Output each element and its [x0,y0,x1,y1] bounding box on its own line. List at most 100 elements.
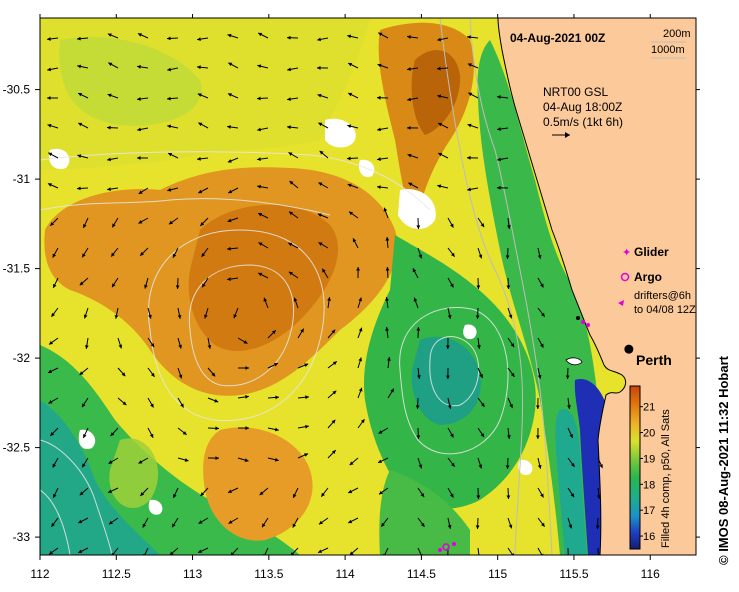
current-vector [286,35,299,40]
current-vector [201,277,209,288]
current-vector [144,277,149,289]
current-vector [201,247,209,258]
current-vector [47,123,59,129]
argo-legend-label: Argo [634,270,662,284]
sst-north-tongue-inner [411,50,461,135]
current-vector [476,487,481,500]
current-vector [47,367,59,374]
drifter-legend-label-2: to 04/08 12Z [634,304,696,316]
glider-marker [576,316,580,320]
current-vector [437,184,449,189]
current-vector [177,457,189,462]
current-vector [406,125,419,130]
current-vector [348,211,359,219]
current-vector [417,457,423,469]
current-vector [378,487,389,495]
current-vector [76,186,89,191]
current-vector [567,487,575,498]
current-vector [82,427,89,439]
current-vector [327,419,336,429]
current-vector [412,268,419,279]
sst-south-green-tongue [379,470,470,555]
current-vector [137,127,149,132]
current-vector [47,37,59,41]
current-vector [297,453,309,459]
lat-tick-label: -30.5 [3,83,31,97]
current-vector [385,266,390,279]
current-vector [292,517,299,528]
lat-tick-label: -31.5 [3,262,31,276]
perth-label: Perth [636,352,672,368]
current-vector [347,124,359,129]
current-vector [197,37,209,42]
current-vector [378,32,389,39]
current-vector [117,337,123,349]
current-vector [318,517,329,525]
current-vector [496,185,509,190]
current-vector [227,125,239,129]
current-vector [168,217,179,225]
current-vector [233,307,239,319]
current-vector [357,327,363,339]
current-vector [497,157,509,162]
current-vector [385,297,389,309]
sst-south-orange [203,427,313,541]
current-vector [293,297,299,309]
current-vector [417,367,421,379]
current-vector [407,35,419,39]
current-vector-field [46,32,603,555]
current-vector [506,427,511,439]
current-vector [82,217,89,229]
lat-tick-label: -32.5 [3,441,31,455]
current-vector [81,457,89,468]
colorbar-tick-label: 21 [643,402,655,414]
current-time-label: 04-Aug 18:00Z [543,100,622,114]
current-vector [357,387,363,399]
current-vector [48,547,59,555]
current-vector [288,152,299,159]
current-vector [107,33,119,39]
lon-tick-label: 112 [30,567,49,581]
drifter-legend-symbol [618,300,624,306]
current-vector [477,217,485,228]
colorbar-tick-label: 20 [643,428,655,440]
current-vector [445,337,450,350]
current-vector [207,337,212,349]
current-vector [111,277,119,288]
current-vector [77,547,89,554]
current-vector [507,307,513,319]
current-vector [377,185,389,190]
lon-tick-label: 115 [488,567,507,581]
current-vector [316,66,329,70]
current-vector [447,217,454,228]
current-vector [167,152,179,159]
current-vector [167,187,179,192]
current-vector [52,457,59,468]
isobath-1000m [439,18,524,555]
current-vector [347,92,359,99]
colorbar-ticks: 21 20 19 18 17 16 [640,402,655,543]
current-vector [166,96,179,101]
current-vector [467,63,479,69]
current-vector [447,307,452,319]
current-vector [567,427,574,439]
current-vector [385,327,389,339]
longitude-axis: 112 112.5 113 113.5 114 114.5 115 115.5 116 [30,14,660,581]
current-vector [317,547,329,554]
current-vector [318,242,329,249]
current-vector [417,247,423,259]
current-vector [477,397,485,408]
current-vector [110,247,119,257]
current-vector [172,247,179,259]
current-vector [318,122,329,129]
current-vector [257,272,269,279]
current-vector [46,96,59,100]
current-vector [467,35,479,40]
lon-tick-label: 113.5 [254,567,283,581]
current-vector [497,95,509,99]
current-vector [537,487,544,498]
current-vector [167,67,179,72]
current-vector [197,156,209,161]
current-vector [347,183,359,189]
